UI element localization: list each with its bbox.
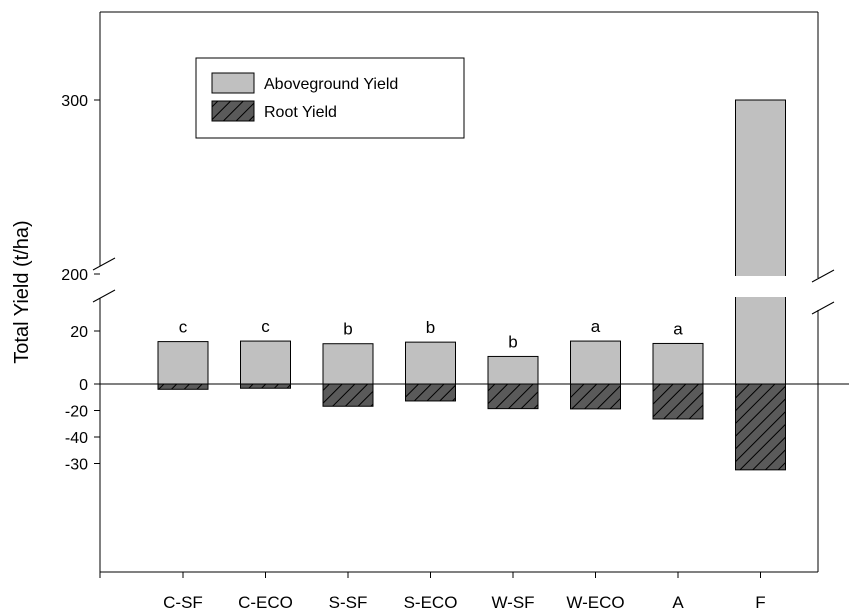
- bar-root: [570, 383, 621, 410]
- significance-letter: a: [673, 319, 683, 338]
- legend-box: [195, 57, 465, 139]
- significance-letter: a: [591, 317, 601, 336]
- legend-swatch-root: [211, 100, 255, 122]
- y-tick-label: -40: [65, 430, 88, 447]
- bar-root: [735, 383, 786, 471]
- bar-root: [652, 383, 704, 420]
- y-tick-label: 0: [79, 377, 88, 394]
- bar-root: [240, 383, 291, 389]
- legend-label-aboveground: Aboveground Yield: [264, 76, 398, 93]
- y-tick-label: 300: [61, 93, 88, 110]
- bar-aboveground: [735, 99, 786, 385]
- x-tick-label: W-SF: [491, 593, 534, 612]
- y-tick-label: 20: [70, 324, 88, 341]
- significance-letter: b: [508, 332, 517, 351]
- bar-aboveground: [322, 343, 374, 385]
- bar-break-gap: [733, 276, 788, 297]
- x-tick-label: C-SF: [163, 593, 203, 612]
- plot-frame: [99, 11, 819, 573]
- x-tick-label: W-ECO: [566, 593, 624, 612]
- y-axis-title: Total Yield (t/ha): [11, 220, 33, 363]
- bar-aboveground: [157, 341, 209, 385]
- y-tick-label: -20: [65, 404, 88, 421]
- y-tick-label: 200: [61, 267, 88, 284]
- axis-break-right: [811, 269, 835, 315]
- legend-label-root: Root Yield: [264, 104, 337, 121]
- significance-letter: c: [179, 318, 188, 337]
- significance-letter: b: [343, 320, 352, 339]
- bar-aboveground: [652, 342, 704, 385]
- bar-aboveground: [570, 340, 621, 385]
- bars: [157, 99, 788, 471]
- significance-letter: b: [426, 318, 435, 337]
- y-tick-label: -30: [65, 457, 88, 474]
- legend-swatch-aboveground: [211, 72, 255, 94]
- bar-root: [322, 383, 374, 407]
- bar-root: [487, 383, 539, 410]
- x-tick-label: S-ECO: [404, 593, 458, 612]
- x-ticks: C-SF C-ECO S-SF S-ECO W-SF W-ECO A F: [99, 572, 766, 612]
- axis-break-left: [92, 257, 116, 303]
- x-tick-label: S-SF: [329, 593, 368, 612]
- x-tick-label: C-ECO: [238, 593, 293, 612]
- bar-root: [405, 383, 456, 402]
- significance-letter: c: [261, 317, 270, 336]
- bar-root: [157, 383, 209, 390]
- significance-letters: c c b bba a: [179, 317, 684, 351]
- legend: Aboveground Yield Root Yield: [195, 57, 465, 139]
- bar-aboveground: [405, 341, 456, 385]
- x-tick-label: A: [672, 593, 684, 612]
- bar-aboveground: [487, 355, 539, 385]
- x-tick-label: F: [755, 593, 765, 612]
- bar-aboveground: [240, 340, 291, 385]
